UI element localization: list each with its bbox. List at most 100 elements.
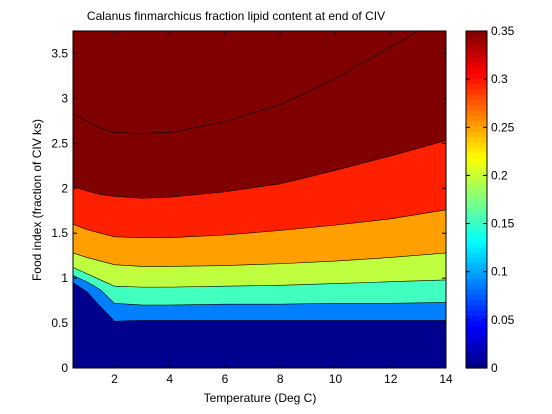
colorbar-step — [466, 88, 487, 95]
colorbar-step — [466, 104, 487, 111]
contour-line-3 — [72, 252, 447, 267]
contour-line-0 — [72, 282, 446, 322]
colorbar-step — [466, 325, 487, 332]
colorbar-step — [466, 131, 487, 137]
colorbar-step — [466, 62, 487, 69]
colorbar-tick-label: 0.3 — [491, 72, 508, 86]
x-tick-label: 2 — [111, 372, 118, 386]
x-axis-ticks: 2 4 6 8 10 12 14 — [111, 31, 453, 386]
colorbar-step — [466, 289, 487, 295]
y-tick-label: 2.5 — [51, 136, 68, 150]
colorbar-step — [466, 188, 487, 195]
y-axis-ticks: 0 0.5 1 1.5 2 2.5 3 3.5 — [51, 46, 446, 375]
x-tick-label: 10 — [329, 372, 343, 386]
colorbar-step — [466, 73, 487, 79]
colorbar-tick-label: 0.2 — [491, 168, 508, 182]
colorbar-tick-label: 0.25 — [491, 120, 515, 134]
colorbar-step — [466, 310, 487, 316]
y-tick-label: 2 — [61, 181, 68, 195]
y-tick-label: 3.5 — [51, 46, 68, 60]
colorbar-step — [466, 141, 487, 148]
colorbar-step — [466, 231, 487, 237]
colorbar-step — [466, 162, 487, 169]
contour-line-1 — [72, 275, 447, 306]
colorbar-tick-label: 0.35 — [491, 24, 515, 38]
colorbar-step — [466, 336, 487, 343]
y-tick-label: 1 — [61, 271, 68, 285]
x-tick-label: 12 — [384, 372, 398, 386]
y-tick-label: 3 — [61, 91, 68, 105]
colorbar-step — [466, 167, 487, 174]
contour-band-2 — [73, 267, 446, 306]
y-tick-label: 0 — [61, 361, 68, 375]
colorbar-step — [466, 236, 487, 243]
colorbar-ticks: 0 0.05 0.1 0.15 0.2 0.25 0.3 0.35 — [466, 24, 515, 375]
colorbar-step — [466, 346, 487, 353]
colorbar-step — [466, 194, 487, 201]
colorbar-step — [466, 99, 487, 106]
colorbar-step — [466, 46, 487, 53]
colorbar-step — [466, 331, 487, 338]
contour-line-4 — [72, 209, 447, 238]
contour-lines — [72, 30, 447, 322]
colorbar-step — [466, 173, 487, 180]
colorbar-step — [466, 262, 487, 269]
chart-title: Calanus finmarchicus fraction lipid cont… — [87, 9, 385, 23]
colorbar-step — [466, 283, 487, 290]
colorbar-step — [466, 315, 487, 322]
colorbar-step — [466, 362, 487, 369]
colorbar-step — [466, 252, 487, 259]
colorbar-step — [466, 267, 487, 274]
colorbar-frame — [465, 30, 488, 369]
colorbar-step — [466, 109, 487, 116]
colorbar-step — [466, 210, 487, 216]
colorbar-step — [466, 152, 487, 158]
colorbar-step — [466, 278, 487, 285]
colorbar-step — [466, 178, 487, 185]
colorbar-step — [466, 225, 487, 232]
contour-band-0 — [73, 282, 446, 368]
x-tick-label: 14 — [439, 372, 453, 386]
colorbar-step — [466, 241, 487, 248]
colorbar: 0 0.05 0.1 0.15 0.2 0.25 0.3 0.35 — [465, 24, 515, 375]
colorbar-step — [466, 299, 487, 306]
colorbar-step — [466, 31, 487, 37]
colorbar-step — [466, 36, 487, 43]
colorbar-step — [466, 257, 487, 264]
colorbar-gradient — [466, 31, 487, 369]
colorbar-step — [466, 183, 487, 190]
colorbar-step — [466, 67, 487, 74]
plot-frame — [72, 30, 447, 369]
colorbar-step — [466, 115, 487, 122]
contour-line-5 — [72, 140, 447, 199]
colorbar-step — [466, 136, 487, 143]
colorbar-step — [466, 41, 487, 48]
contour-band-6 — [73, 31, 446, 199]
colorbar-step — [466, 78, 487, 85]
colorbar-step — [466, 357, 487, 364]
colorbar-step — [466, 341, 487, 348]
y-axis-label: Food index (fraction of CIV ks) — [30, 119, 44, 281]
colorbar-tick-label: 0.15 — [491, 217, 515, 231]
contour-band-1 — [73, 275, 446, 322]
colorbar-step — [466, 294, 487, 301]
colorbar-step — [466, 220, 487, 227]
colorbar-step — [466, 146, 487, 153]
colorbar-step — [466, 120, 487, 127]
colorbar-step — [466, 320, 487, 327]
colorbar-step — [466, 304, 487, 311]
colorbar-step — [466, 204, 487, 211]
contour-band-3 — [73, 252, 446, 288]
colorbar-tick-label: 0.1 — [491, 265, 508, 279]
contour-line-2 — [72, 267, 447, 288]
colorbar-step — [466, 83, 487, 90]
contour-band-4 — [73, 209, 446, 267]
colorbar-step — [466, 94, 487, 101]
colorbar-step — [466, 215, 487, 222]
colorbar-step — [466, 199, 487, 206]
x-tick-label: 4 — [166, 372, 173, 386]
colorbar-step — [466, 273, 487, 280]
y-tick-label: 0.5 — [51, 316, 68, 330]
colorbar-step — [466, 157, 487, 164]
